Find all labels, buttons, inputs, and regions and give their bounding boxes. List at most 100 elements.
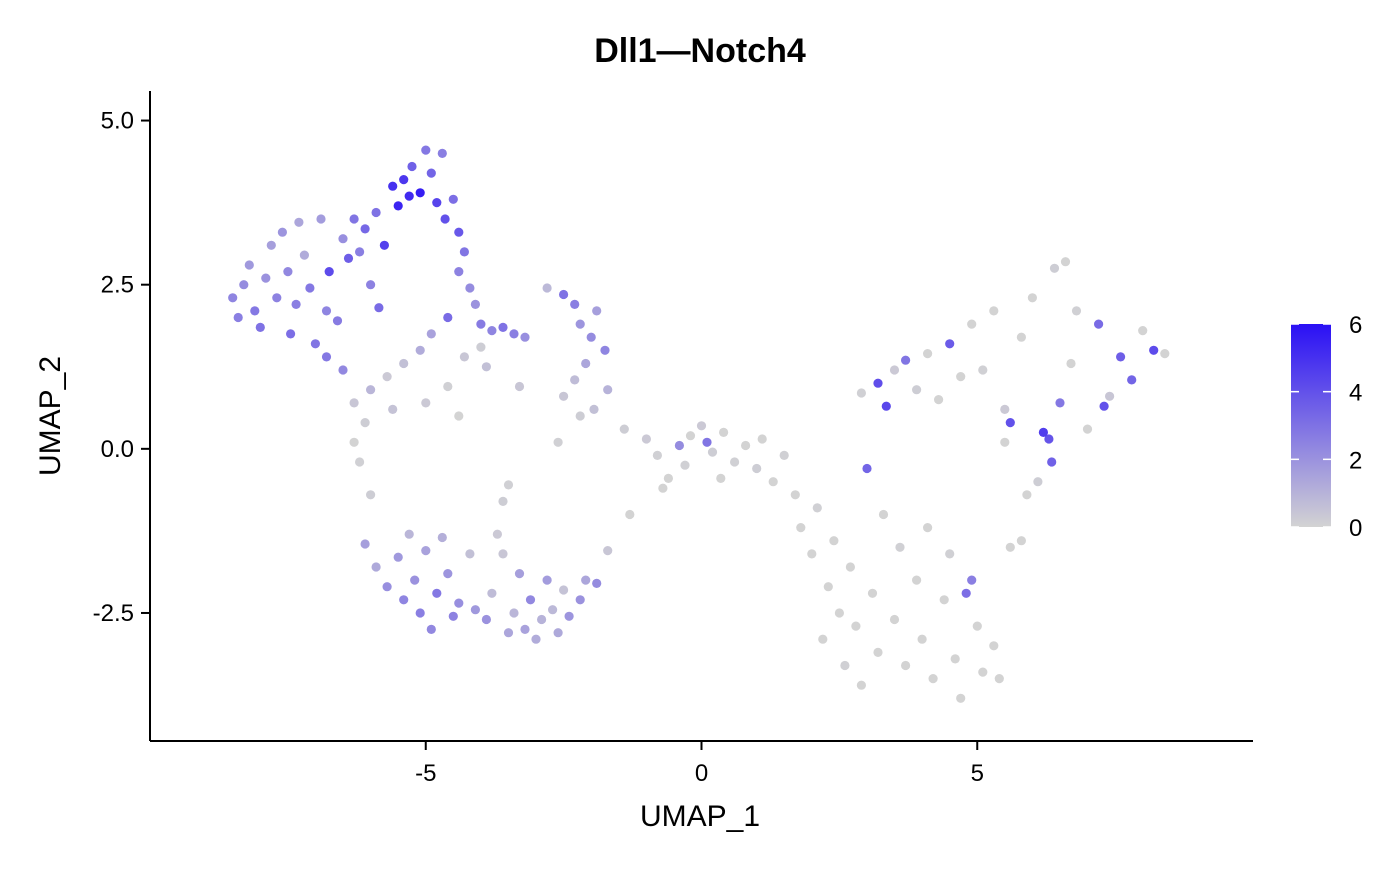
data-point	[603, 546, 613, 556]
colorbar-tick-label: 2	[1349, 447, 1362, 474]
data-point	[1033, 477, 1043, 487]
data-point	[374, 303, 384, 313]
data-point	[255, 322, 265, 332]
data-point	[250, 306, 260, 316]
data-point	[840, 660, 850, 671]
data-point	[525, 595, 536, 605]
data-point	[459, 352, 469, 362]
data-point	[379, 240, 389, 250]
data-point	[812, 503, 822, 513]
data-point	[950, 654, 960, 664]
data-point	[972, 621, 982, 631]
colorbar-tick-label: 6	[1349, 312, 1362, 339]
data-point	[476, 319, 486, 329]
data-point	[498, 322, 508, 332]
data-point	[426, 329, 436, 339]
data-point	[443, 381, 453, 392]
data-point	[1038, 427, 1048, 437]
data-point	[873, 378, 883, 388]
data-point	[1044, 434, 1054, 444]
color-legend: 0 2 4 6	[1291, 312, 1362, 542]
data-point	[520, 624, 530, 635]
data-point	[1149, 345, 1159, 355]
data-point	[355, 457, 365, 467]
data-point	[707, 447, 718, 457]
data-point	[440, 214, 450, 224]
data-point	[586, 332, 596, 342]
data-point	[343, 253, 354, 263]
data-point	[881, 401, 891, 411]
data-point	[291, 299, 301, 309]
data-point	[1000, 437, 1010, 447]
data-point	[652, 450, 663, 460]
data-point	[432, 198, 442, 208]
data-points	[228, 145, 1170, 703]
data-point	[382, 372, 392, 382]
data-point	[277, 227, 287, 237]
data-point	[961, 588, 971, 598]
data-point	[663, 473, 674, 483]
data-point	[454, 227, 464, 237]
data-point	[719, 427, 729, 437]
data-point	[470, 605, 480, 615]
data-point	[553, 628, 563, 638]
data-point	[338, 365, 348, 375]
colorbar-ticks: 0 2 4 6	[1291, 312, 1362, 542]
data-point	[716, 473, 726, 483]
data-point	[939, 595, 949, 605]
data-point	[967, 575, 977, 585]
data-point	[360, 418, 370, 428]
data-point	[437, 532, 447, 543]
data-point	[934, 395, 944, 405]
colorbar	[1291, 324, 1331, 527]
data-point	[702, 437, 712, 447]
data-point	[321, 352, 332, 362]
data-point	[878, 509, 889, 520]
data-point	[503, 628, 514, 638]
data-point	[757, 434, 767, 444]
data-point	[674, 440, 685, 451]
data-point	[945, 339, 955, 349]
data-point	[399, 595, 409, 605]
data-point	[1116, 352, 1126, 362]
y-tick-label: 5.0	[101, 108, 134, 135]
data-point	[448, 194, 458, 204]
data-point	[570, 375, 580, 385]
data-point	[349, 437, 359, 447]
data-point	[355, 247, 365, 257]
data-point	[537, 614, 547, 625]
data-point	[1099, 401, 1109, 411]
data-point	[829, 536, 839, 546]
data-point	[867, 588, 878, 598]
data-point	[956, 693, 966, 703]
data-point	[592, 578, 602, 589]
data-point	[432, 588, 442, 598]
data-point	[410, 575, 420, 585]
data-point	[862, 463, 872, 474]
data-point	[895, 542, 905, 552]
x-tick-label: 0	[695, 760, 708, 787]
data-point	[338, 234, 348, 244]
data-point	[989, 641, 999, 651]
data-point	[581, 358, 591, 369]
data-point	[768, 477, 778, 487]
data-point	[1082, 424, 1093, 434]
data-point	[912, 385, 922, 395]
data-point	[316, 214, 326, 224]
data-point	[443, 569, 453, 579]
data-point	[575, 595, 585, 605]
data-point	[1105, 391, 1115, 401]
data-point	[542, 575, 552, 585]
data-point	[360, 224, 370, 234]
data-point	[901, 660, 911, 671]
data-point	[989, 306, 999, 316]
data-point	[498, 549, 508, 559]
data-point	[228, 293, 238, 303]
y-tick-label: 0.0	[101, 436, 134, 463]
data-point	[1094, 319, 1104, 329]
data-point	[1127, 375, 1137, 385]
data-point	[454, 598, 464, 608]
data-point	[366, 280, 376, 290]
data-point	[548, 605, 558, 615]
